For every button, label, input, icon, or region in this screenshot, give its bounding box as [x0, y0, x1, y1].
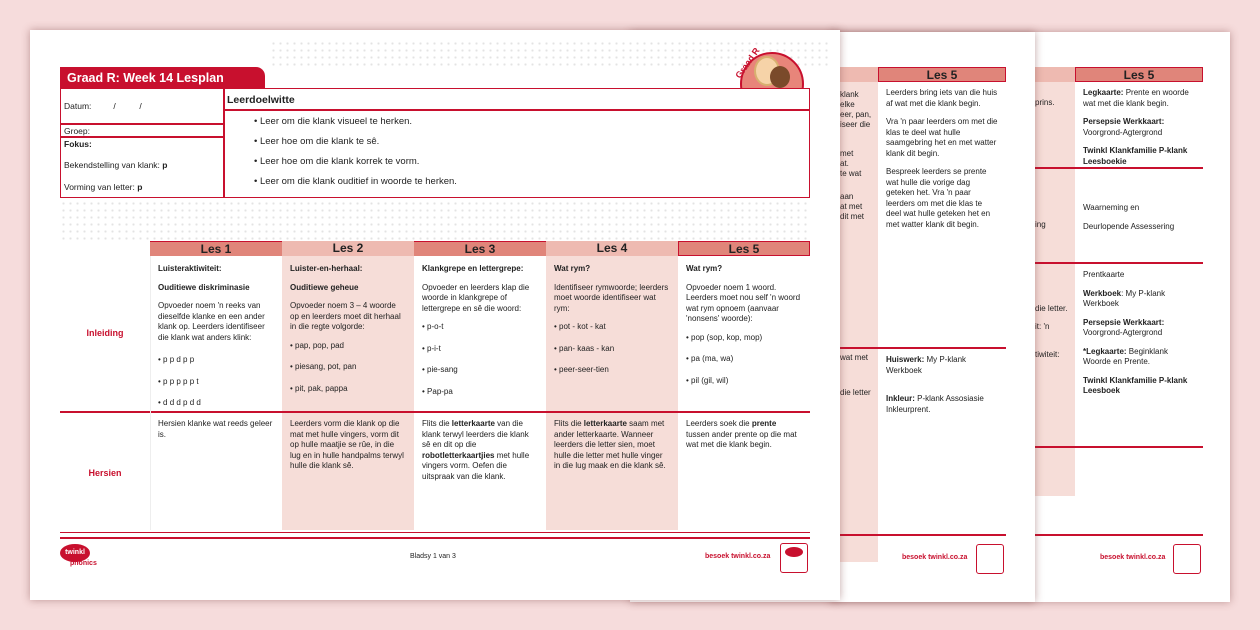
quality-seal: [780, 543, 808, 573]
bullet-item: Pap-pa: [422, 387, 538, 398]
bullet-item: piesang, pot, pan: [290, 362, 406, 373]
bullet-item: pop (sop, kop, mop): [686, 333, 802, 344]
bullet-item: peer-seer-tien: [554, 365, 670, 376]
bullet-item: p p p p p t: [158, 377, 274, 388]
header-les-1: Les 1: [150, 241, 282, 256]
inleiding-cell-les-4: Wat rym? Identifiseer rymwoorde; leerders…: [546, 258, 678, 393]
page3-les5-assess: Waarneming en Deurlopende Assessering: [1083, 203, 1175, 231]
header-les-5: Les 5: [678, 241, 810, 256]
page-number: Bladsy 1 van 3: [410, 553, 456, 560]
bullet-item: pot - kot - kat: [554, 322, 670, 333]
title-tab: Graad R: Week 14 Lesplan: [60, 67, 265, 89]
groep-field[interactable]: Groep:: [64, 126, 90, 136]
inleiding-cell-les-3: Klankgrepe en lettergrepe: Opvoeder en le…: [414, 258, 546, 414]
info-box: Datum: / / Groep: Fokus: Bekendstelling v…: [60, 88, 810, 198]
page2-les5-header: Les 5: [878, 67, 1006, 82]
page2-les5-bottom: Huiswerk: My P-klank Werkboek Inkleur: P…: [886, 355, 984, 414]
hersien-cell-les-1: Hersien klanke wat reeds geleer is.: [158, 419, 273, 439]
quality-seal: [976, 544, 1004, 574]
hersien-cell-les-5: Leerders soek die prente tussen ander pr…: [686, 419, 797, 449]
bullet-item: p-o-t: [422, 322, 538, 333]
objectives-list: Leer om die klank visueel te herken. Lee…: [254, 116, 457, 196]
bullet-item: p-i-t: [422, 344, 538, 355]
site-link[interactable]: besoek twinkl.co.za: [705, 553, 771, 560]
bullet-item: pie-sang: [422, 365, 538, 376]
datum-field[interactable]: Datum: / /: [64, 101, 142, 111]
row-label-hersien: Hersien: [88, 468, 122, 478]
row-label-inleiding: Inleiding: [86, 328, 124, 338]
bullet-item: pa (ma, wa): [686, 354, 802, 365]
objectives-heading: Leerdoelwitte: [227, 94, 295, 106]
page3-site[interactable]: besoek twinkl.co.za: [1100, 554, 1166, 561]
page3-les5-resources: Prentkaarte Werkboek: My P-klank Werkboe…: [1083, 270, 1188, 395]
fokus-label: Fokus:: [64, 139, 92, 149]
header-les-3: Les 3: [414, 241, 546, 256]
bullet-item: pap, pop, pad: [290, 341, 406, 352]
page-1: Graad R: Week 14 Lesplan Graad R Datum: /…: [30, 30, 840, 600]
bullet-item: pit, pak, pappa: [290, 384, 406, 395]
bullet-item: d d d p d d: [158, 398, 274, 409]
page2-les5-top: Leerders bring iets van die huis af wat …: [886, 88, 998, 229]
header-les-2: Les 2: [282, 241, 414, 256]
quality-seal: [1173, 544, 1201, 574]
inleiding-cell-les-2: Luister-en-herhaal: Ouditiewe geheue Opvoe…: [282, 258, 414, 411]
hersien-cell-les-2: Leerders vorm die klank op die mat met h…: [290, 419, 404, 470]
grade-badge: Graad R: [736, 44, 804, 90]
page3-les5-top: Legkaarte: Prente en woorde wat met die …: [1083, 88, 1189, 166]
bullet-item: pan- kaas - kan: [554, 344, 670, 355]
hersien-cell-les-4: Flits die letterkaarte saam met ander le…: [554, 419, 666, 470]
page-title: Graad R: Week 14 Lesplan: [67, 71, 224, 85]
twinkl-phonics-logo: twinkl phonics: [60, 544, 104, 572]
header-les-4: Les 4: [546, 241, 678, 256]
page2-site[interactable]: besoek twinkl.co.za: [902, 554, 968, 561]
inleiding-cell-les-5: Wat rym? Opvoeder noem 1 woord. Leerders …: [678, 258, 810, 403]
bullet-item: p p d p p: [158, 355, 274, 366]
hersien-cell-les-3: Flits die letterkaarte van die klank ter…: [422, 419, 530, 481]
inleiding-cell-les-1: Luisteraktiwiteit: Ouditiewe diskriminasi…: [150, 258, 282, 426]
page3-les5-header: Les 5: [1075, 67, 1203, 82]
bullet-item: pil (gil, wil): [686, 376, 802, 387]
